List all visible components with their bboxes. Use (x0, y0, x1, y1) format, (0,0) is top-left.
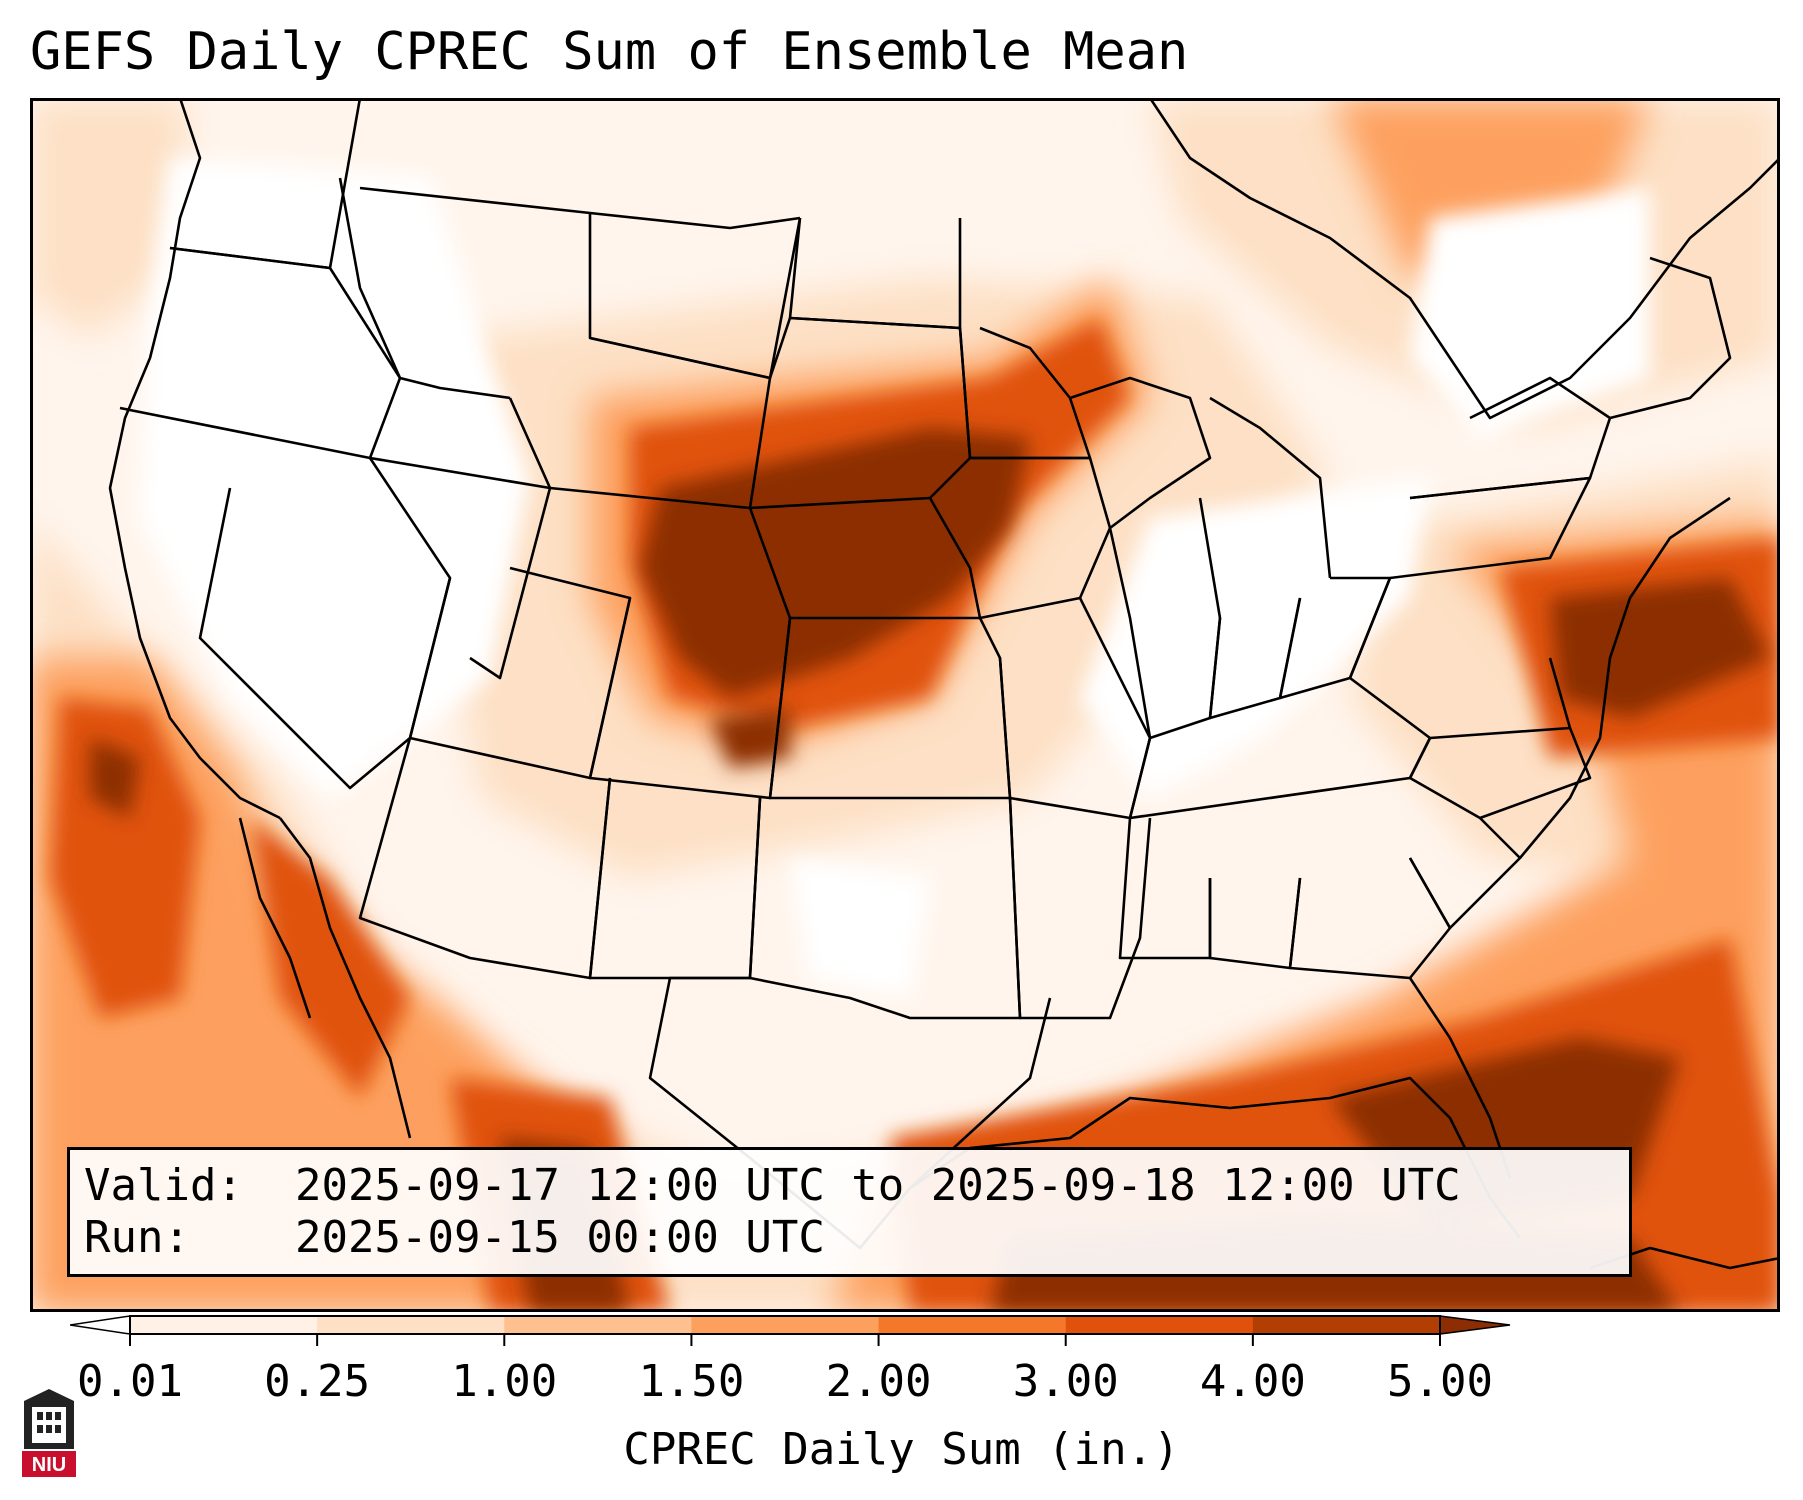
colorbar-tick-label: 3.00 (1013, 1356, 1119, 1407)
colorbar-tick-label: 1.50 (638, 1356, 744, 1407)
colorbar-segment (130, 1316, 318, 1334)
washington-border (169, 98, 362, 270)
minnesota-border (958, 326, 1092, 460)
colorbar-under-arrow (70, 1315, 131, 1335)
illinois-border (1108, 497, 1222, 740)
colorbar-tick-label: 2.00 (826, 1356, 932, 1407)
south-carolina-border (1408, 817, 1522, 930)
colorbar-segment (1252, 1316, 1441, 1334)
run-value: 2025-09-15 00:00 UTC (295, 1212, 825, 1263)
info-box: Valid: 2025-09-17 12:00 UTC to 2025-09-18… (67, 1147, 1632, 1277)
logo-text: NIU (32, 1454, 66, 1476)
colorbar-segments (70, 1315, 1511, 1335)
colorbar-tick-label: 0.25 (264, 1356, 370, 1407)
colorbar-segment (878, 1316, 1067, 1334)
colorbar-tick-label: 0.01 (77, 1356, 183, 1407)
colorbar-segment (504, 1316, 692, 1334)
montana-border (588, 213, 802, 380)
arkansas-border (1008, 797, 1152, 1020)
colorbar: 0.01 0.25 1.00 1.50 2.00 3.00 4.00 5.00 (70, 1315, 1511, 1407)
colorbar-segment (1065, 1316, 1254, 1334)
colorbar-segment (317, 1316, 505, 1334)
state-boundaries (108, 98, 1780, 1270)
map-frame (30, 98, 1780, 1312)
colorbar-ticks: 0.01 0.25 1.00 1.50 2.00 3.00 4.00 5.00 (77, 1334, 1493, 1407)
north-carolina-border (1408, 727, 1592, 820)
run-label: Run: (84, 1212, 190, 1263)
canada-border-west (359, 186, 801, 230)
run-time-line: Run: 2025-09-15 00:00 UTC (84, 1212, 825, 1264)
logo-banner (22, 1451, 76, 1477)
colorbar-tick-label: 1.00 (451, 1356, 557, 1407)
valid-value: 2025-09-17 12:00 UTC to 2025-09-18 12:00… (295, 1160, 1461, 1211)
wisconsin-border (1069, 376, 1212, 530)
colorbar-segment (691, 1316, 880, 1334)
west-coast-line (108, 98, 281, 820)
colorbar-over-arrow (1439, 1315, 1511, 1335)
baja-coast-line (278, 817, 412, 1139)
virginia-border (1348, 577, 1572, 740)
idaho-border (369, 456, 552, 680)
canada-coast-line (1148, 98, 1780, 420)
valid-label: Valid: (84, 1160, 243, 1211)
dry-area-layer (140, 158, 1650, 998)
map-canvas (30, 98, 1780, 1312)
michigan-border (1209, 396, 1332, 579)
precipitation-map (30, 98, 1780, 1312)
colorbar-tick-label: 4.00 (1200, 1356, 1306, 1407)
colorbar-outline (129, 1315, 1441, 1335)
valid-time-line: Valid: 2025-09-17 12:00 UTC to 2025-09-18… (84, 1160, 1461, 1212)
new-england-border (1609, 256, 1732, 420)
nevada-border (198, 457, 452, 790)
idaho-montana-border (338, 177, 511, 400)
baja-peninsula-line (238, 817, 312, 1019)
page-title: GEFS Daily CPREC Sum of Ensemble Mean (30, 22, 1189, 82)
niu-logo: NIU (22, 1389, 76, 1477)
colorbar-label: CPREC Daily Sum (in.) (623, 1424, 1180, 1475)
east-coast-line (1519, 496, 1731, 859)
colorbar-tick-label: 5.00 (1387, 1356, 1493, 1407)
